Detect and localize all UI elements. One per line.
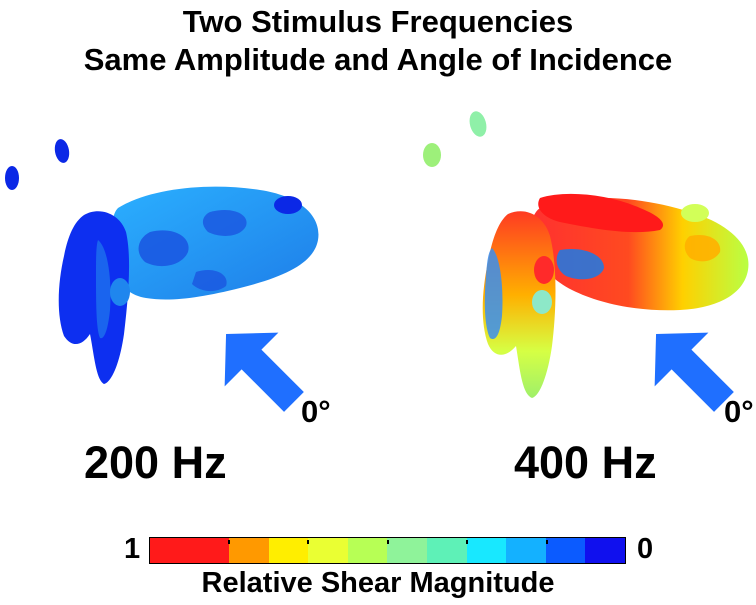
colorbar-swatch [427,538,467,563]
colorbar-swatch [506,538,546,563]
colorbar-tick [466,540,468,544]
angle-label-left: 0° [301,394,331,430]
colorbar-tick [307,540,309,544]
colorbar-swatch [269,538,309,563]
colorbar-tick [387,540,389,544]
right-fragment-2 [467,109,489,138]
incidence-arrow-left [210,318,310,418]
colorbar-swatch [387,538,427,563]
colorbar-swatch [229,538,269,563]
colorbar-min-label: 0 [637,532,653,566]
frequency-label-400hz: 400 Hz [514,437,657,489]
colorbar-swatch [546,538,586,563]
right-fragment-1 [423,143,441,167]
colorbar-swatch [348,538,388,563]
frequency-label-200hz: 200 Hz [84,437,227,489]
colorbar-tick [228,540,230,544]
colorbar-swatch [190,538,230,563]
right-top-nub [681,204,709,222]
colorbar-title: Relative Shear Magnitude [0,566,756,600]
colorbar-swatch [585,538,625,563]
colorbar-swatch [150,538,190,563]
colorbar-swatch [467,538,507,563]
angle-label-right: 0° [724,394,754,430]
colorbar-tick [546,540,548,544]
colorbar-max-label: 1 [124,532,140,566]
colorbar-swatch [308,538,348,563]
